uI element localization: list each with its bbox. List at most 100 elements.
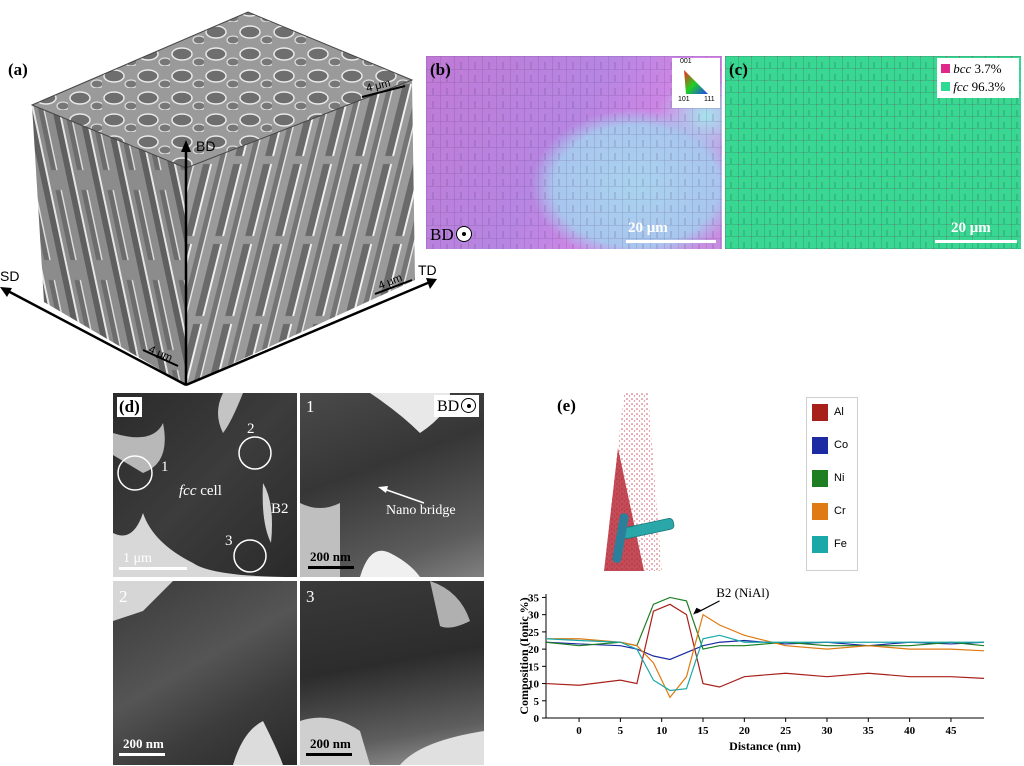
legend-label-cr: Cr xyxy=(834,505,846,517)
marker-3: 3 xyxy=(225,533,233,549)
y-tick-label: 10 xyxy=(528,679,540,691)
legend-label-co: Co xyxy=(834,439,849,451)
legend-swatch-bcc xyxy=(941,64,950,73)
panel-d-sub1: 1 BD Nano bridge 200 nm xyxy=(300,393,484,577)
panel-a-label: (a) xyxy=(8,60,28,79)
axis-label-bd: BD xyxy=(196,138,216,154)
annotation-b2-nial: B2 (NiAl) xyxy=(716,585,769,600)
legend-value-bcc: 3.7% xyxy=(974,61,1002,76)
y-tick-label: 20 xyxy=(528,644,540,656)
panel-c-label: (c) xyxy=(729,60,748,79)
y-tick-label: 15 xyxy=(528,661,540,673)
sub1-bd-label: BD xyxy=(437,398,460,415)
sub3-label: 3 xyxy=(306,587,315,606)
y-tick-label: 5 xyxy=(534,696,540,708)
panel-b-bd-label: BD xyxy=(430,225,454,244)
x-tick-label: 30 xyxy=(821,725,833,737)
out-of-plane-icon xyxy=(461,398,477,413)
legend-item-ni: Ni xyxy=(812,470,856,490)
sub2-scale-bar xyxy=(119,753,165,756)
legend-item-fe: Fe xyxy=(812,536,856,556)
x-tick-label: 0 xyxy=(576,725,582,737)
x-tick-label: 25 xyxy=(780,725,792,737)
y-tick-label: 0 xyxy=(534,713,540,725)
sub2-label: 2 xyxy=(119,587,128,606)
nano-bridge-arrow xyxy=(378,486,425,504)
ipf-label-101: 101 xyxy=(678,96,690,103)
x-tick-label: 5 xyxy=(618,725,624,737)
sub1-scale-bar xyxy=(308,566,354,569)
panel-a-cube xyxy=(0,11,437,387)
sub3-scale-bar xyxy=(306,753,352,756)
fcc-cell-label: fcc cell xyxy=(179,483,222,500)
legend-label-fe: Fe xyxy=(834,538,847,550)
sub1-label: 1 xyxy=(306,397,315,416)
series-line-cr xyxy=(546,613,985,699)
axis-label-td: TD xyxy=(418,262,437,278)
ipf-triangle-key: 001 101 111 xyxy=(672,58,720,108)
x-axis-title: Distance (nm) xyxy=(729,739,801,753)
panel-b-scale-label: 20 μm xyxy=(628,220,668,236)
sub3-scale-label: 200 nm xyxy=(310,736,351,751)
x-tick-label: 15 xyxy=(698,725,710,737)
axis-label-sd: SD xyxy=(0,268,20,284)
apt-reconstruction xyxy=(604,393,675,571)
annotation-arrowhead xyxy=(693,607,703,615)
panel-b-ipf-map: (b) 001 101 111 BD 20 μm xyxy=(426,56,722,249)
panel-c-phase-map: (c) bcc 3.7% fcc 96.3% 20 μm xyxy=(725,56,1021,249)
legend-swatch-ni xyxy=(812,470,828,487)
legend-value-fcc: 96.3% xyxy=(971,79,1006,94)
panel-d-label: (d) xyxy=(117,397,142,417)
legend-item-bcc: bcc 3.7% xyxy=(941,61,1002,77)
x-tick-label: 40 xyxy=(904,725,916,737)
ipf-label-001: 001 xyxy=(680,58,692,65)
b2-label: B2 xyxy=(271,501,289,517)
legend-phase-fcc: fcc xyxy=(953,79,969,94)
panel-b-bd-text: BD xyxy=(430,224,472,245)
legend-label-al: Al xyxy=(834,406,844,418)
legend-item-cr: Cr xyxy=(812,503,856,523)
legend-item-co: Co xyxy=(812,437,856,457)
panel-d-overview: (d) 1 2 3 fcc cell B2 1 μm xyxy=(113,393,297,577)
legend-item-al: Al xyxy=(812,404,856,424)
marker-1: 1 xyxy=(161,459,169,475)
out-of-plane-icon xyxy=(455,226,472,242)
legend-swatch-al xyxy=(812,404,828,421)
sub1-bd-text: BD xyxy=(434,395,480,417)
panel-d-scale-bar xyxy=(119,567,187,570)
panel-b-scale-bar xyxy=(626,240,716,243)
ipf-label-111: 111 xyxy=(704,96,715,103)
marker-2: 2 xyxy=(247,421,255,437)
panel-b-label: (b) xyxy=(430,60,451,79)
panel-c-scale-bar xyxy=(935,240,1017,243)
panel-c-scale-label: 20 μm xyxy=(951,220,991,236)
sub1-scale-label: 200 nm xyxy=(310,549,351,564)
x-tick-label: 10 xyxy=(656,725,668,737)
y-tick-label: 30 xyxy=(528,610,540,622)
panel-d-scale-label: 1 μm xyxy=(123,551,152,566)
legend-swatch-co xyxy=(812,437,828,454)
series-line-fe xyxy=(545,634,984,692)
panel-d-sub3: 3 200 nm xyxy=(300,581,484,765)
legend-swatch-cr xyxy=(812,503,828,520)
series-line-al xyxy=(545,603,985,688)
legend-label-ni: Ni xyxy=(834,472,845,484)
legend-phase-bcc: bcc xyxy=(953,61,972,76)
legend-swatch-fe xyxy=(812,536,828,553)
panel-e-label: (e) xyxy=(557,396,576,415)
nano-bridge-label: Nano bridge xyxy=(386,503,456,518)
panel-d-sub2: 2 200 nm xyxy=(113,581,297,765)
phase-legend: bcc 3.7% fcc 96.3% xyxy=(937,58,1019,98)
y-tick-label: 25 xyxy=(528,627,540,639)
legend-swatch-fcc xyxy=(941,82,950,91)
y-axis-title: Composition (Ionic %) xyxy=(517,597,531,714)
sub2-scale-label: 200 nm xyxy=(123,736,164,751)
x-tick-label: 45 xyxy=(945,725,957,737)
x-tick-label: 20 xyxy=(739,725,751,737)
cell-text: cell xyxy=(200,483,222,499)
composition-profile-chart: 0 5 10 15 20 25 30 35 0 5 10 15 20 25 30 35 40 45 Distance… xyxy=(517,585,985,753)
legend-item-fcc: fcc 96.3% xyxy=(941,79,1005,95)
y-tick-label: 35 xyxy=(528,592,540,604)
x-tick-label: 35 xyxy=(863,725,875,737)
series-line-co xyxy=(545,639,985,661)
